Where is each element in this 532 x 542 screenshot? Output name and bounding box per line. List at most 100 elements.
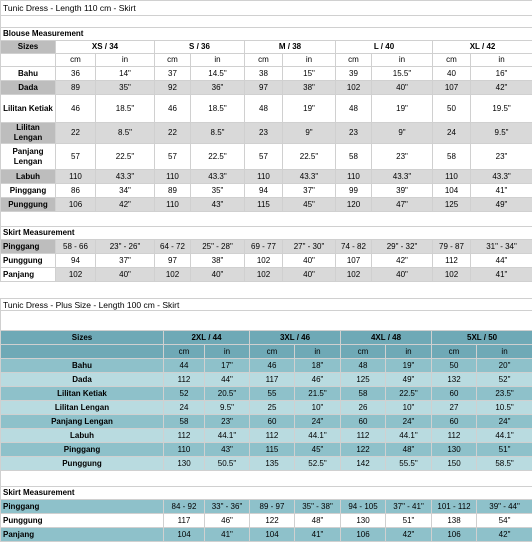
unit-cm[interactable]: cm <box>433 54 471 67</box>
value-cell[interactable]: 31" - 34" <box>471 240 532 254</box>
value-cell[interactable]: 43" <box>205 443 250 457</box>
value-cell[interactable]: 44" <box>205 373 250 387</box>
value-cell[interactable]: 55.5" <box>386 457 432 471</box>
value-cell[interactable]: 27 <box>432 401 477 415</box>
row-label[interactable]: Pinggang <box>1 500 164 514</box>
value-cell[interactable]: 23" - 26" <box>96 240 155 254</box>
value-cell[interactable]: 102 <box>245 268 283 282</box>
value-cell[interactable]: 57 <box>56 144 96 170</box>
value-cell[interactable]: 94 <box>56 254 96 268</box>
value-cell[interactable]: 37" <box>96 254 155 268</box>
value-cell[interactable]: 49" <box>386 373 432 387</box>
row-label[interactable]: Pinggang <box>1 443 164 457</box>
unit-in[interactable]: in <box>372 54 433 67</box>
row-label[interactable]: Dada <box>1 373 164 387</box>
value-cell[interactable]: 122 <box>250 514 295 528</box>
value-cell[interactable]: 112 <box>164 373 205 387</box>
value-cell[interactable]: 27" - 30" <box>283 240 336 254</box>
value-cell[interactable]: 102 <box>155 268 191 282</box>
value-cell[interactable]: 99 <box>336 184 372 198</box>
value-cell[interactable]: 46" <box>295 373 341 387</box>
value-cell[interactable]: 16" <box>471 67 532 81</box>
value-cell[interactable]: 22 <box>56 123 96 144</box>
value-cell[interactable]: 46 <box>155 95 191 123</box>
value-cell[interactable]: 40" <box>372 268 433 282</box>
unit-in[interactable]: in <box>205 345 250 359</box>
value-cell[interactable]: 107 <box>336 254 372 268</box>
value-cell[interactable]: 43.3" <box>372 170 433 184</box>
value-cell[interactable]: 42" <box>372 254 433 268</box>
skirt-heading[interactable]: Skirt Measurement <box>1 227 532 240</box>
value-cell[interactable]: 130 <box>164 457 205 471</box>
unit-cm[interactable]: cm <box>56 54 96 67</box>
value-cell[interactable]: 23" <box>372 144 433 170</box>
value-cell[interactable]: 10" <box>295 401 341 415</box>
value-cell[interactable]: 130 <box>341 514 386 528</box>
value-cell[interactable]: 102 <box>336 81 372 95</box>
value-cell[interactable]: 41" <box>205 528 250 542</box>
value-cell[interactable]: 20.5" <box>205 387 250 401</box>
value-cell[interactable]: 37 <box>155 67 191 81</box>
value-cell[interactable]: 50.5" <box>205 457 250 471</box>
value-cell[interactable]: 112 <box>433 254 471 268</box>
value-cell[interactable]: 50 <box>433 95 471 123</box>
value-cell[interactable]: 110 <box>155 198 191 212</box>
unit-cm[interactable]: cm <box>245 54 283 67</box>
value-cell[interactable]: 38" <box>191 254 245 268</box>
value-cell[interactable]: 39 <box>336 67 372 81</box>
value-cell[interactable]: 25" - 28" <box>191 240 245 254</box>
value-cell[interactable]: 47" <box>372 198 433 212</box>
value-cell[interactable]: 48 <box>336 95 372 123</box>
value-cell[interactable]: 120 <box>336 198 372 212</box>
value-cell[interactable]: 38" <box>283 81 336 95</box>
value-cell[interactable]: 40" <box>283 268 336 282</box>
value-cell[interactable]: 35" <box>191 184 245 198</box>
value-cell[interactable]: 48 <box>245 95 283 123</box>
blank-cell[interactable] <box>1 16 532 28</box>
value-cell[interactable]: 42" <box>477 528 532 542</box>
value-cell[interactable]: 22.5" <box>283 144 336 170</box>
value-cell[interactable]: 48" <box>295 514 341 528</box>
value-cell[interactable]: 74 - 82 <box>336 240 372 254</box>
value-cell[interactable]: 9" <box>372 123 433 144</box>
value-cell[interactable]: 17" <box>205 359 250 373</box>
row-label[interactable]: Pinggang <box>1 240 56 254</box>
value-cell[interactable]: 64 - 72 <box>155 240 191 254</box>
value-cell[interactable]: 43.3" <box>191 170 245 184</box>
unit-cm[interactable]: cm <box>164 345 205 359</box>
value-cell[interactable]: 94 - 105 <box>341 500 386 514</box>
value-cell[interactable]: 43.3" <box>96 170 155 184</box>
blouse-heading[interactable]: Blouse Measurement <box>1 28 532 41</box>
value-cell[interactable]: 102 <box>433 268 471 282</box>
value-cell[interactable]: 9.5" <box>205 401 250 415</box>
blank-cell[interactable] <box>1 311 532 331</box>
value-cell[interactable]: 58.5" <box>477 457 532 471</box>
value-cell[interactable]: 60 <box>341 415 386 429</box>
value-cell[interactable]: 24" <box>386 415 432 429</box>
value-cell[interactable]: 150 <box>432 457 477 471</box>
value-cell[interactable]: 60 <box>432 415 477 429</box>
row-label[interactable]: Punggung <box>1 514 164 528</box>
value-cell[interactable]: 18.5" <box>191 95 245 123</box>
value-cell[interactable]: 60 <box>250 415 295 429</box>
value-cell[interactable]: 110 <box>433 170 471 184</box>
blank-cell[interactable] <box>1 471 532 487</box>
value-cell[interactable]: 107 <box>433 81 471 95</box>
value-cell[interactable]: 57 <box>245 144 283 170</box>
value-cell[interactable]: 135 <box>250 457 295 471</box>
size-header[interactable]: 4XL / 48 <box>341 331 432 345</box>
value-cell[interactable]: 117 <box>164 514 205 528</box>
value-cell[interactable]: 50 <box>432 359 477 373</box>
value-cell[interactable]: 49" <box>471 198 532 212</box>
value-cell[interactable]: 52 <box>164 387 205 401</box>
value-cell[interactable]: 79 - 87 <box>433 240 471 254</box>
value-cell[interactable]: 110 <box>56 170 96 184</box>
value-cell[interactable]: 54" <box>477 514 532 528</box>
value-cell[interactable]: 125 <box>433 198 471 212</box>
value-cell[interactable]: 110 <box>336 170 372 184</box>
value-cell[interactable]: 14.5" <box>191 67 245 81</box>
value-cell[interactable]: 110 <box>164 443 205 457</box>
value-cell[interactable]: 112 <box>432 429 477 443</box>
value-cell[interactable]: 51" <box>386 514 432 528</box>
value-cell[interactable]: 106 <box>56 198 96 212</box>
